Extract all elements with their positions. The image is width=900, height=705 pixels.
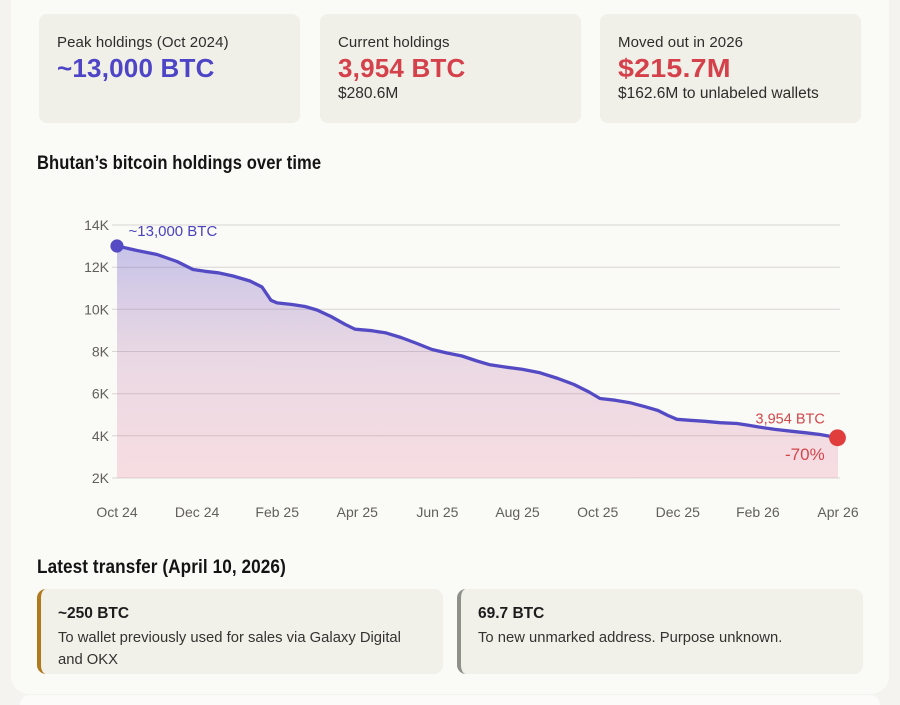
svg-text:6K: 6K	[92, 386, 110, 402]
svg-text:Apr 25: Apr 25	[337, 504, 378, 520]
svg-text:10K: 10K	[84, 301, 110, 317]
svg-text:8K: 8K	[92, 344, 110, 360]
svg-text:Oct 24: Oct 24	[96, 504, 137, 520]
svg-text:3,954 BTC: 3,954 BTC	[756, 412, 825, 428]
svg-text:Feb 25: Feb 25	[255, 504, 299, 520]
svg-text:2K: 2K	[92, 470, 110, 486]
svg-text:Dec 24: Dec 24	[175, 504, 220, 520]
svg-text:Jun 25: Jun 25	[416, 504, 458, 520]
svg-text:~13,000 BTC: ~13,000 BTC	[129, 223, 218, 240]
svg-text:Oct 25: Oct 25	[577, 504, 618, 520]
svg-text:Feb 26: Feb 26	[736, 504, 780, 520]
svg-text:4K: 4K	[92, 428, 110, 444]
svg-text:12K: 12K	[84, 259, 110, 275]
svg-text:14K: 14K	[84, 217, 110, 233]
svg-text:Dec 25: Dec 25	[656, 504, 701, 520]
svg-text:Aug 25: Aug 25	[495, 504, 540, 520]
svg-text:Apr 26: Apr 26	[817, 504, 858, 520]
svg-text:-70%: -70%	[785, 445, 825, 464]
